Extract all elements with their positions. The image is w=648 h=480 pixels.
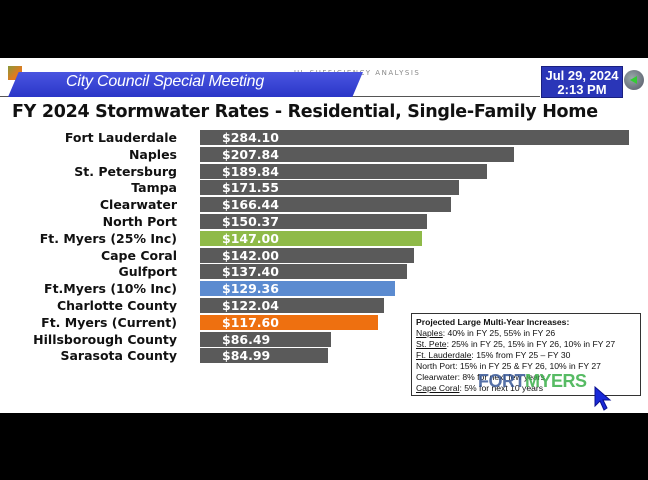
note-line: Clearwater: 8% for next few years <box>416 372 545 382</box>
note-heading: Projected Large Multi-Year Increases: <box>416 317 570 327</box>
category-label: Tampa <box>131 180 177 196</box>
chart-row: Clearwater $166.44 <box>0 197 648 213</box>
bar: $129.36 <box>200 281 396 297</box>
bar-value-label: $117.60 <box>222 314 279 330</box>
bar: $284.10 <box>200 130 629 145</box>
fort-myers-watermark-logo: FORTMYERS <box>478 371 587 391</box>
category-label: Cape Coral <box>100 247 177 263</box>
category-label: Hillsborough County <box>33 331 177 347</box>
chart-row: Sarasota County $84.99 <box>0 348 648 364</box>
note-line: North Port: 15% in FY 25 & FY 26, 10% in… <box>416 361 601 371</box>
category-label: Ft.Myers (10% Inc) <box>44 281 177 297</box>
category-label: Clearwater <box>99 197 177 213</box>
chart-row: St. Petersburg $189.84 <box>0 163 648 179</box>
chart-row: Ft.Myers (10% Inc) $129.36 <box>0 281 648 297</box>
bar: $189.84 <box>200 163 487 179</box>
chart-row: North Port $150.37 <box>0 214 648 229</box>
note-line: St. Pete: 25% in FY 25, 15% in FY 26, 10… <box>416 339 616 349</box>
category-label: Ft. Myers (25% Inc) <box>39 230 177 246</box>
bar-value-label: $150.37 <box>222 214 279 229</box>
chart-row: Fort Lauderdale $284.10 <box>0 130 648 145</box>
bar-value-label: $86.49 <box>222 331 271 347</box>
slide-title: FY 2024 Stormwater Rates - Residential, … <box>12 102 598 122</box>
bar: $117.60 <box>200 314 378 330</box>
bar: $150.37 <box>200 214 428 229</box>
chart-row: Charlotte County $122.04 <box>0 298 648 313</box>
bar: $137.40 <box>200 264 408 280</box>
bar-value-label: $166.44 <box>222 197 279 213</box>
bar-value-label: $171.55 <box>222 180 279 196</box>
note-line: Naples: 40% in FY 25, 55% in FY 26 <box>416 328 556 338</box>
chart-row: Naples $207.84 <box>0 146 648 162</box>
category-label: Ft. Myers (Current) <box>41 314 177 330</box>
chart-row: Ft. Myers (Current) $117.60 <box>0 314 648 330</box>
bar: $84.99 <box>200 348 329 364</box>
bar: $122.04 <box>200 298 385 313</box>
time-text: 2:13 PM <box>557 82 607 97</box>
chart-row: Hillsborough County $86.49 <box>0 331 648 347</box>
chart-row: Tampa $171.55 <box>0 180 648 196</box>
chart-row: Cape Coral $142.00 <box>0 247 648 263</box>
category-label: St. Petersburg <box>74 163 177 179</box>
category-label: Charlotte County <box>56 298 177 313</box>
bar-value-label: $189.84 <box>222 163 279 179</box>
presentation-slide: UL SUFFICIENCY ANALYSIS City Council Spe… <box>0 58 648 413</box>
back-arrow-icon[interactable] <box>624 70 644 90</box>
meeting-banner <box>8 72 363 97</box>
mouse-cursor-icon <box>594 386 612 411</box>
bar: $142.00 <box>200 247 415 263</box>
category-label: Gulfport <box>118 264 177 280</box>
bar-value-label: $284.10 <box>222 130 279 145</box>
bar: $86.49 <box>200 331 331 347</box>
chart-row: Ft. Myers (25% Inc) $147.00 <box>0 230 648 246</box>
bar: $207.84 <box>200 146 514 162</box>
chart-row: Gulfport $137.40 <box>0 264 648 280</box>
bar-value-label: $84.99 <box>222 348 271 364</box>
category-label: Sarasota County <box>60 348 177 364</box>
bar-value-label: $129.36 <box>222 281 279 297</box>
category-label: Naples <box>128 146 177 162</box>
bar-value-label: $137.40 <box>222 264 279 280</box>
bar-value-label: $142.00 <box>222 247 279 263</box>
note-line: Cape Coral: 5% for next 10 years <box>416 383 544 393</box>
bar: $147.00 <box>200 230 422 246</box>
category-label: Fort Lauderdale <box>64 130 177 145</box>
bar: $166.44 <box>200 197 452 213</box>
bar-value-label: $122.04 <box>222 298 279 313</box>
meeting-banner-text: City Council Special Meeting <box>66 73 265 90</box>
bar-value-label: $147.00 <box>222 230 279 246</box>
bar-value-label: $207.84 <box>222 146 279 162</box>
category-label: North Port <box>102 214 177 229</box>
bar: $171.55 <box>200 180 460 196</box>
note-line: Ft. Lauderdale: 15% from FY 25 – FY 30 <box>416 350 571 360</box>
projected-increases-note: Projected Large Multi-Year Increases: Na… <box>411 313 641 396</box>
datetime-box: Jul 29, 2024 2:13 PM <box>541 66 623 98</box>
date-text: Jul 29, 2024 <box>545 68 619 83</box>
